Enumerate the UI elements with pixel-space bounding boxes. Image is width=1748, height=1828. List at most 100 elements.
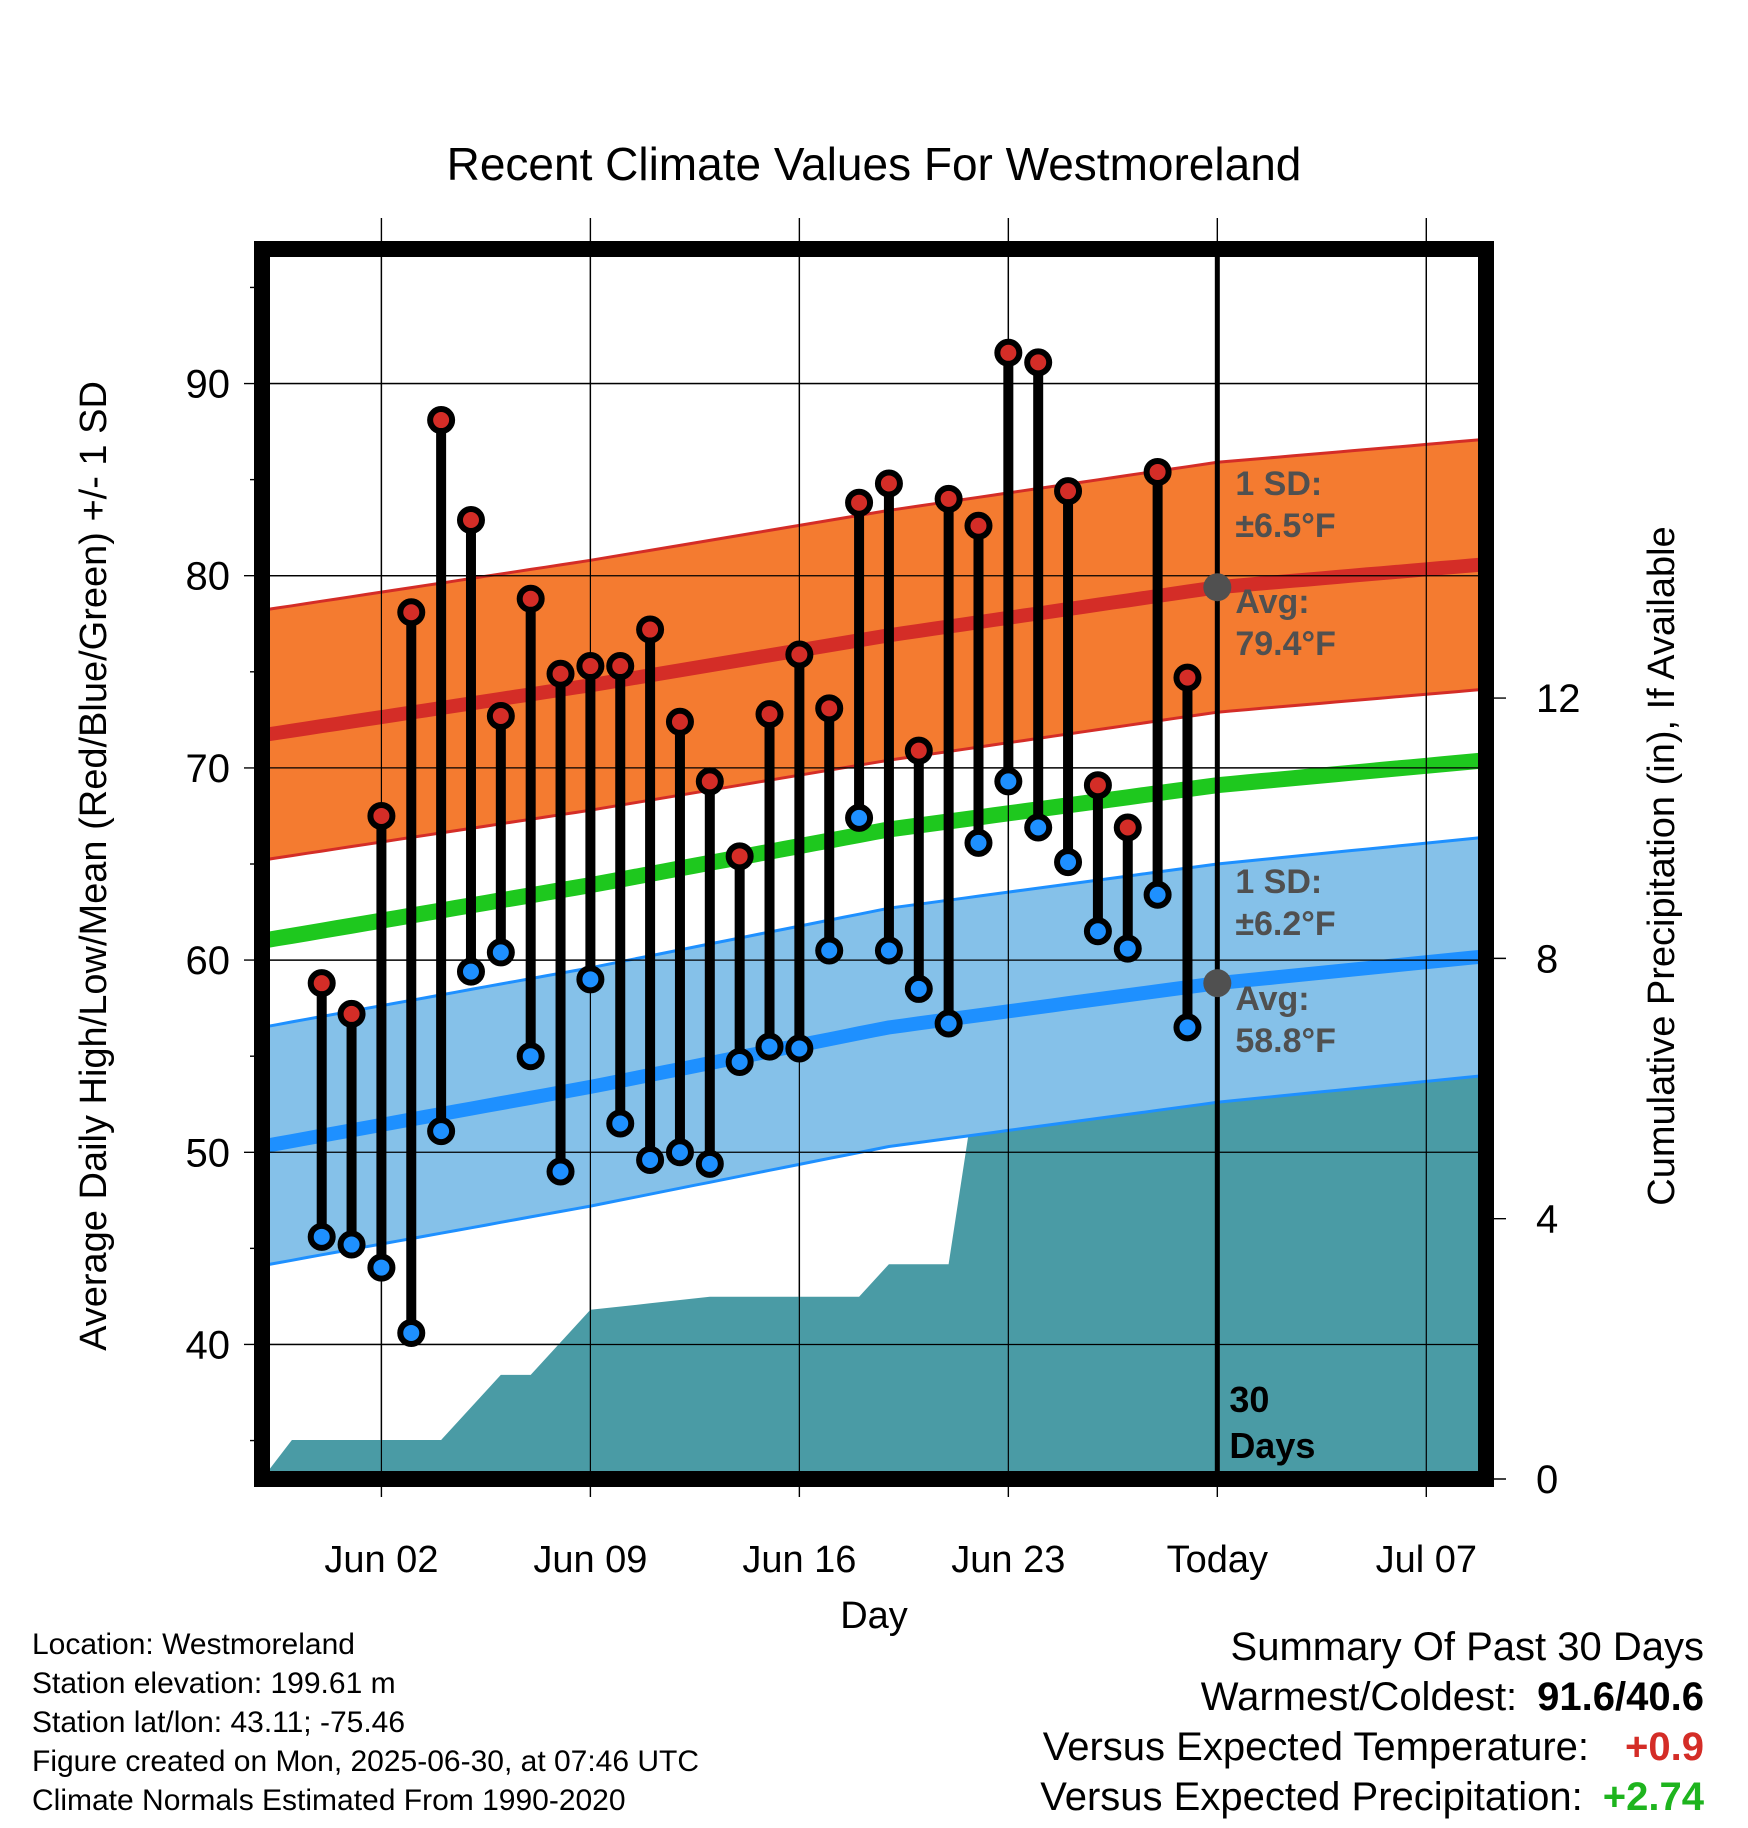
daily-low-point [1054, 848, 1083, 877]
low-avg-label: Avg: [1235, 980, 1309, 1018]
low-sd-label: 1 SD: [1235, 863, 1322, 901]
summary-heading: Summary Of Past 30 Days [1230, 1625, 1704, 1669]
y-tick-label: 50 [186, 1131, 231, 1175]
daily-low-point [755, 1032, 784, 1061]
daily-high-point [307, 969, 336, 998]
daily-high-point [934, 484, 963, 513]
y-tick-label: 80 [186, 555, 231, 599]
window-label: 30 [1229, 1379, 1269, 1420]
daily-low-point [576, 965, 605, 994]
y2-tick-label: 8 [1536, 937, 1558, 981]
daily-high-point [874, 469, 903, 498]
normal-low-line [262, 949, 1486, 1154]
daily-low-point [546, 1157, 575, 1186]
daily-low-point [516, 1042, 545, 1071]
daily-low-point [337, 1230, 366, 1259]
daily-low-point [486, 938, 515, 967]
y-tick-label: 60 [186, 939, 231, 983]
daily-high-point [845, 488, 874, 517]
daily-high-point [1083, 771, 1112, 800]
daily-high-point [904, 736, 933, 765]
daily-low-point [307, 1222, 336, 1251]
daily-high-point [636, 615, 665, 644]
daily-low-point [665, 1138, 694, 1167]
daily-high-point [456, 505, 485, 534]
created-text: Figure created on Mon, 2025-06-30, at 07… [32, 1745, 700, 1778]
daily-high-point [785, 640, 814, 669]
y-tick-label: 70 [186, 747, 231, 791]
daily-high-point [1054, 477, 1083, 506]
x-tick-label: Jun 09 [533, 1539, 647, 1581]
plot-area: Jun 02 Jun 09 Jun 16 Jun 23 Today Jul 0740506… [186, 218, 1581, 1581]
daily-low-point [427, 1117, 456, 1146]
temp-label: Versus Expected Temperature: [1042, 1725, 1589, 1769]
normals-text: Climate Normals Estimated From 1990-2020 [32, 1784, 626, 1817]
daily-low-point [994, 767, 1023, 796]
high-sd-value: ±6.5°F [1235, 507, 1335, 545]
daily-low-point [904, 974, 933, 1003]
chart-title: Recent Climate Values For Westmoreland [447, 138, 1302, 190]
x-axis-label: Day [840, 1595, 908, 1637]
daily-low-point [456, 957, 485, 986]
x-tick-label: Today [1167, 1539, 1268, 1581]
elevation-text: Station elevation: 199.61 m [32, 1667, 396, 1700]
daily-low-point [815, 936, 844, 965]
low-avg-value: 58.8°F [1235, 1022, 1336, 1060]
temp-value: +0.9 [1625, 1725, 1704, 1769]
latlon-text: Station lat/lon: 43.11; -75.46 [32, 1706, 406, 1739]
daily-low-point [1113, 934, 1142, 963]
daily-low-point [785, 1034, 814, 1063]
warmest-label: Warmest/Coldest: [1200, 1675, 1518, 1719]
daily-high-point [1143, 457, 1172, 486]
y-tick-label: 90 [186, 363, 231, 407]
daily-high-point [427, 406, 456, 435]
location-text: Location: Westmoreland [32, 1628, 355, 1661]
precip-value: +2.74 [1602, 1775, 1704, 1819]
x-tick-label: Jun 02 [324, 1539, 438, 1581]
high-avg-marker [1203, 573, 1232, 602]
daily-low-point [1024, 813, 1053, 842]
daily-low-point [397, 1318, 426, 1347]
daily-high-point [576, 652, 605, 681]
y2-axis-label: Cumulative Precipitation (in), If Availa… [1641, 526, 1683, 1205]
high-avg-label: Avg: [1235, 583, 1309, 621]
y-axis-label: Average Daily High/Low/Mean (Red/Blue/Gr… [73, 381, 115, 1351]
summary-precip-row: Versus Expected Precipitation: +2.74 [1040, 1772, 1704, 1822]
daily-low-point [1143, 880, 1172, 909]
daily-high-point [964, 511, 993, 540]
daily-low-point [1173, 1013, 1202, 1042]
high-sd-label: 1 SD: [1235, 465, 1322, 503]
daily-low-point [367, 1253, 396, 1282]
y2-tick-label: 4 [1536, 1198, 1558, 1242]
y2-tick-label: 0 [1536, 1458, 1558, 1502]
summary-panel: Summary Of Past 30 Days Warmest/Coldest:… [1040, 1622, 1704, 1822]
daily-high-point [1173, 663, 1202, 692]
x-tick-label: Jul 07 [1376, 1539, 1477, 1581]
daily-high-point [516, 584, 545, 613]
daily-high-point [755, 700, 784, 729]
low-avg-marker [1203, 969, 1232, 998]
station-info: Location: Westmoreland Station elevation… [32, 1625, 699, 1820]
daily-high-point [1113, 813, 1142, 842]
warmest-value: 91.6/40.6 [1537, 1675, 1704, 1719]
x-tick-label: Jun 16 [742, 1539, 856, 1581]
daily-low-point [874, 936, 903, 965]
daily-high-point [337, 999, 366, 1028]
high-avg-value: 79.4°F [1235, 625, 1336, 663]
daily-high-point [695, 767, 724, 796]
high-sd-band [262, 437, 1486, 862]
daily-low-point [845, 803, 874, 832]
daily-low-point [1083, 917, 1112, 946]
daily-low-point [934, 1009, 963, 1038]
daily-high-point [1024, 348, 1053, 377]
window-label: Days [1229, 1425, 1315, 1466]
daily-high-point [606, 652, 635, 681]
daily-high-point [546, 659, 575, 688]
y2-tick-label: 12 [1536, 677, 1581, 721]
summary-warmest-row: Warmest/Coldest: 91.6/40.6 [1040, 1672, 1704, 1722]
daily-low-point [725, 1047, 754, 1076]
daily-high-point [486, 702, 515, 731]
daily-low-point [964, 828, 993, 857]
daily-low-point [695, 1149, 724, 1178]
